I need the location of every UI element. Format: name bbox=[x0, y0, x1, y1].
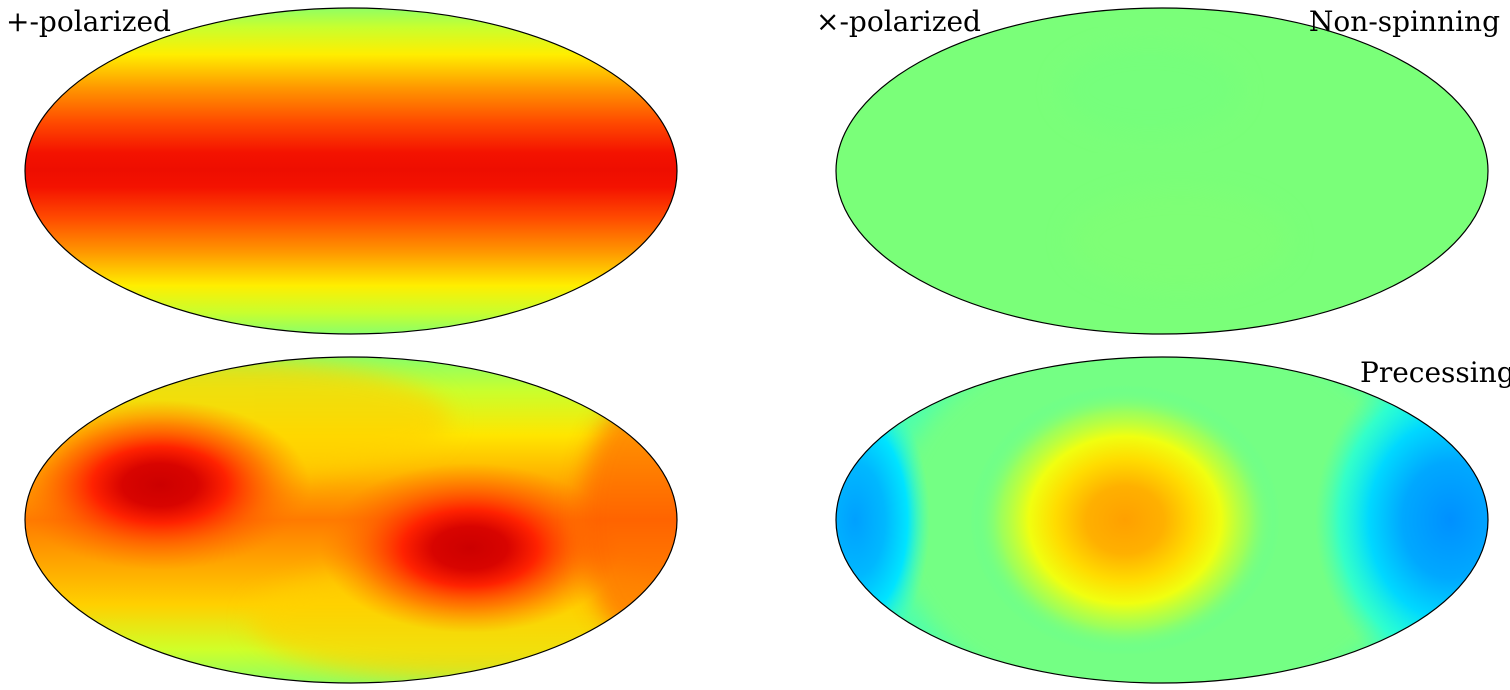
map-outline bbox=[835, 356, 1489, 684]
map-outline bbox=[24, 7, 678, 335]
map-precessing-plus bbox=[24, 356, 678, 684]
map-outline bbox=[24, 356, 678, 684]
precessing-label: Precessing bbox=[1360, 356, 1510, 389]
non-spinning-label: Non-spinning bbox=[1308, 5, 1500, 38]
cross-polarized-label: ×-polarized bbox=[816, 5, 981, 38]
map-nonspinning-cross bbox=[835, 7, 1489, 335]
map-outline bbox=[835, 7, 1489, 335]
plus-polarized-label: +-polarized bbox=[6, 5, 171, 38]
map-nonspinning-plus bbox=[24, 7, 678, 335]
map-precessing-cross bbox=[835, 356, 1489, 684]
